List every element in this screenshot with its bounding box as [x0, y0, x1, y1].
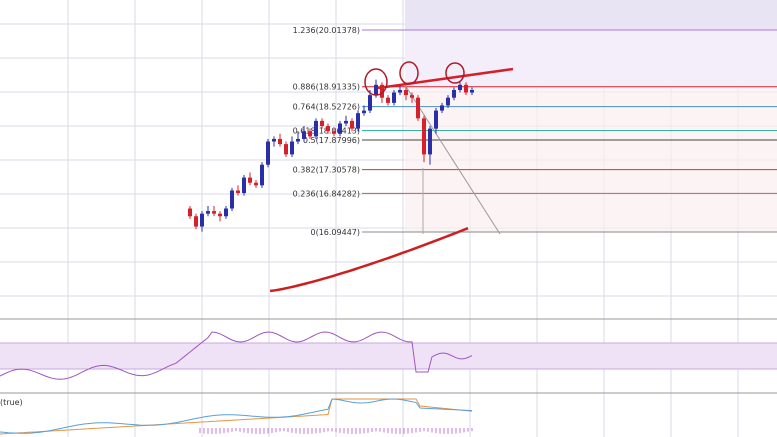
fib-level-label: 1.236(20.01378) [293, 26, 360, 35]
highlight-circle [364, 68, 388, 96]
candle-up [452, 89, 456, 98]
highlight-circle [399, 61, 419, 85]
fib-level-label: 0.236(16.84282) [293, 189, 360, 198]
candle-down [404, 89, 408, 96]
annotations [364, 61, 514, 96]
candle-up [362, 110, 366, 114]
candle-down [278, 138, 282, 145]
candle-down [416, 97, 420, 119]
rsi-band [0, 343, 777, 369]
fib-anchor-line [404, 84, 501, 235]
candle-up [446, 97, 450, 106]
candle-down [218, 213, 222, 217]
fib-zone-lower [405, 86, 777, 232]
candle-up [374, 84, 378, 96]
candle-up [290, 141, 294, 155]
candle-up [344, 120, 348, 124]
candle-up [230, 190, 234, 209]
resistance-trendline [377, 67, 514, 90]
candle-up [470, 89, 474, 93]
candle-up [368, 95, 372, 111]
candle-down [350, 120, 354, 129]
fib-level-label: 0(16.09447) [310, 228, 360, 237]
fib-level-label: 0.886(18.91335) [293, 83, 360, 92]
fib-zone [405, 0, 777, 232]
candle-down [410, 95, 414, 98]
candle-down [464, 84, 468, 93]
candle-up [434, 110, 438, 129]
fib-level-label: 0.5(17.87996) [303, 136, 360, 145]
fib-level-label: 0.382(17.30578) [293, 166, 360, 175]
candle-down [212, 211, 216, 214]
candle-down [284, 144, 288, 155]
macd-panel-label: (true) [0, 398, 23, 407]
fib-level-label: 0.764(18.52726) [293, 103, 360, 112]
candle-up [440, 105, 444, 111]
candle-down [332, 131, 336, 134]
rsi-panel [0, 331, 777, 380]
candle-down [308, 131, 312, 137]
candle-up [272, 138, 276, 142]
candle-down [188, 208, 192, 217]
candle-down [194, 216, 198, 227]
macd-panel [0, 398, 473, 435]
candle-down [254, 182, 258, 186]
candle-down [320, 120, 324, 127]
candle-up [224, 208, 228, 217]
candle-up [428, 128, 432, 155]
candle-up [266, 141, 270, 165]
candle-up [392, 92, 396, 103]
candle-up [242, 177, 246, 194]
candles [188, 79, 474, 232]
candle-up [206, 211, 210, 214]
highlight-circle [445, 62, 465, 84]
candle-up [338, 123, 342, 134]
candle-up [260, 164, 264, 186]
candle-up [398, 89, 402, 93]
candle-down [422, 118, 426, 155]
moving-average [269, 227, 469, 293]
candle-up [314, 120, 318, 137]
candle-down [248, 177, 252, 183]
candle-down [380, 84, 384, 98]
candle-down [386, 97, 390, 103]
candle-up [200, 213, 204, 227]
moving-average-line [269, 227, 469, 293]
candle-down [236, 190, 240, 194]
fib-diagonal [404, 84, 501, 235]
fib-zone-top [405, 0, 777, 30]
candle-up [356, 113, 360, 129]
fib-zone-upper [405, 30, 777, 87]
candle-up [302, 131, 306, 139]
candle-up [458, 84, 462, 90]
macd-line [0, 398, 473, 434]
candle-up [296, 138, 300, 142]
candle-down [326, 126, 330, 132]
rsi-line [0, 331, 473, 380]
